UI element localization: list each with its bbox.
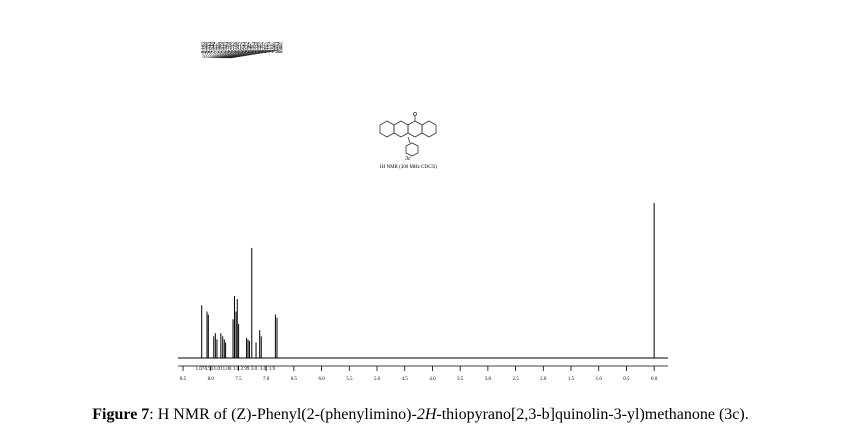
peak-label: 8.163: [202, 42, 207, 54]
peak-leader: [204, 49, 207, 59]
peak-leader: [211, 49, 227, 59]
caption-label: Figure 7: [92, 406, 150, 423]
x-tick-label: 1.5: [568, 377, 575, 382]
caption: Figure 7: H NMR of (Z)-Phenyl(2-(phenyli…: [0, 406, 841, 424]
x-tick-label: 0.0: [651, 377, 658, 382]
integral-label: 2.99: [241, 367, 250, 372]
peak-label: 7.277: [263, 42, 268, 54]
x-tick-label: 2.0: [540, 377, 547, 382]
peak-label: 7.354: [253, 42, 258, 54]
peak-leader: [218, 49, 248, 59]
peak-label: 8.068: [205, 42, 210, 54]
x-tick-label: 6.5: [291, 377, 298, 382]
peak-leader: [219, 49, 251, 59]
x-tick-label: 4.0: [429, 377, 436, 382]
peak-leader: [210, 49, 224, 59]
integral-label: 1.0: [260, 367, 267, 372]
integral-label: 1.9: [269, 367, 276, 372]
caption-rest: -thiopyrano[2,3-b]quinolin-3-yl)methanon…: [436, 406, 749, 423]
peak-label: 7.818: [222, 42, 227, 54]
integral-label: 0.91: [205, 367, 214, 372]
integral-label: 1.0: [233, 367, 240, 372]
peak-leader: [223, 49, 261, 59]
x-tick-label: 8.0: [208, 377, 215, 382]
peak-label: 7.497: [249, 42, 254, 54]
peak-label: 7.732: [232, 42, 237, 54]
peak-leader: [206, 49, 214, 59]
peak-label: 7.917: [215, 42, 220, 54]
x-tick-label: 7.0: [263, 377, 270, 382]
peak-label: 6.834: [276, 42, 281, 54]
peak-leader: [220, 49, 255, 59]
peak-label: 7.183: [266, 42, 271, 54]
x-tick-label: 6.0: [318, 377, 325, 382]
x-tick-label: 4.5: [402, 377, 409, 382]
x-tick-label: 3.0: [485, 377, 492, 382]
peak-leader: [205, 49, 210, 59]
peak-label: 7.572: [239, 42, 244, 54]
x-tick-label: 3.5: [457, 377, 464, 382]
spectrum-chart: 3c 1H NMR (300 MHz CDCl3) 8.5 8.0 7.5 7.0 6.…: [178, 42, 668, 382]
integral-label: 1.07: [196, 367, 205, 372]
peak-label: 7.598: [236, 42, 241, 54]
peak-label: 8.044: [208, 42, 213, 54]
x-tick-label: 8.5: [180, 377, 187, 382]
peak-label: 7.302: [259, 42, 264, 54]
peak-label: 7.888: [219, 42, 224, 54]
structure-label: 3c: [404, 156, 411, 162]
peak-label: 7.117: [270, 42, 275, 54]
caption-italic: 2H: [416, 406, 437, 423]
peak-leader: [226, 49, 272, 59]
x-tick-label: 7.5: [235, 377, 242, 382]
peak-label: 7.756: [229, 42, 234, 54]
peak-leader: [229, 49, 278, 59]
x-tick-label: 5.5: [346, 377, 353, 382]
integral-label: 1.01: [214, 367, 223, 372]
peak-leader: [214, 49, 238, 59]
peak-leader: [228, 49, 275, 59]
x-tick-label: 1.0: [596, 377, 603, 382]
integral-label: 3.0: [251, 367, 258, 372]
peak-leader: [224, 49, 265, 59]
peak-leader: [213, 49, 234, 59]
peak-label: 7.328: [256, 42, 261, 54]
x-tick-label: 2.5: [512, 377, 519, 382]
peak-leader: [217, 49, 244, 59]
peak-leader: [208, 49, 221, 59]
integral-label: 1.00: [223, 367, 232, 372]
structure-caption: 1H NMR (300 MHz CDCl3): [379, 165, 437, 170]
peak-label: 6.805: [280, 42, 285, 54]
peak-leader: [222, 49, 258, 59]
peak-label: 7.089: [273, 42, 278, 54]
caption-text: : H NMR of (Z)-Phenyl(2-(phenylimino)-: [149, 406, 417, 423]
peak-leader: [216, 49, 241, 59]
peak-leader: [230, 49, 282, 59]
peak-label: 7.946: [212, 42, 217, 54]
peak-leader: [225, 49, 268, 59]
peak-leader: [212, 49, 231, 59]
peak-label: 7.784: [225, 42, 230, 54]
x-tick-label: 5.0: [374, 377, 381, 382]
x-tick-label: 0.5: [623, 377, 630, 382]
peak-label: 7.522: [246, 42, 251, 54]
peak-label: 7.544: [242, 42, 247, 54]
peak-leader: [207, 49, 217, 59]
structure: [379, 112, 437, 157]
